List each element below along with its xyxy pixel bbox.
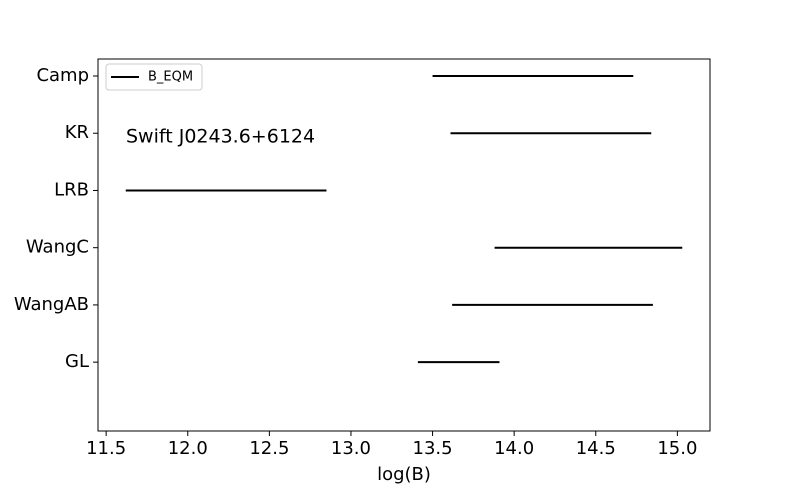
x-tick-label: 13.5 bbox=[413, 438, 453, 459]
legend-box bbox=[105, 63, 203, 91]
y-tick-label: Camp bbox=[36, 65, 89, 86]
annotation: Swift J0243.6+6124 bbox=[126, 126, 315, 148]
y-tick-label: GL bbox=[65, 351, 89, 372]
y-tick-label: KR bbox=[65, 122, 89, 143]
x-tick-label: 15.0 bbox=[657, 438, 697, 459]
x-tick-label: 14.0 bbox=[494, 438, 534, 459]
plot-frame bbox=[97, 58, 711, 432]
x-tick-label: 12.5 bbox=[249, 438, 289, 459]
x-tick-label: 12.0 bbox=[168, 438, 208, 459]
x-tick-label: 11.5 bbox=[86, 438, 126, 459]
y-tick-label: WangC bbox=[26, 237, 89, 258]
y-tick-label: WangAB bbox=[14, 294, 89, 315]
y-tick-label: LRB bbox=[54, 179, 89, 200]
x-tick-label: 14.5 bbox=[576, 438, 616, 459]
x-tick-label: 13.0 bbox=[331, 438, 371, 459]
x-axis-label: log(B) bbox=[377, 464, 431, 485]
legend-label: B_EQM bbox=[148, 70, 193, 85]
